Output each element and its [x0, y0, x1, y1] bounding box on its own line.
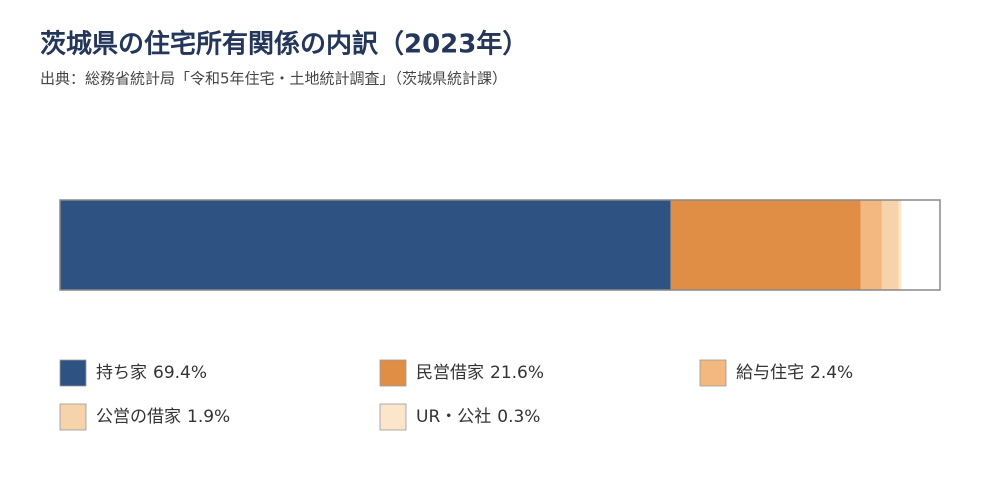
legend-label: UR・公社 0.3%: [416, 407, 540, 427]
legend-name: 公営の借家: [96, 407, 181, 427]
legend-value: 0.3%: [497, 407, 540, 427]
bar-segment: [881, 200, 899, 290]
bar-segment: [670, 200, 861, 290]
bar-segment: [860, 200, 882, 290]
legend-value: 69.4%: [153, 363, 207, 383]
legend-name: 給与住宅: [736, 363, 804, 383]
legend-name: 持ち家: [96, 363, 147, 383]
legend-value: 1.9%: [187, 407, 230, 427]
legend-label: 給与住宅 2.4%: [736, 363, 853, 383]
legend-swatch: [379, 403, 407, 431]
legend-name: 民営借家: [416, 363, 484, 383]
bar-segment: [60, 200, 671, 290]
legend-value: 21.6%: [490, 363, 544, 383]
legend-label: 公営の借家 1.9%: [96, 407, 230, 427]
legend-name: UR・公社: [416, 407, 491, 427]
legend-label: 民営借家 21.6%: [416, 363, 544, 383]
legend-swatch: [59, 359, 87, 387]
legend-value: 2.4%: [810, 363, 853, 383]
chart-title: 茨城県の住宅所有関係の内訳（2023年）: [40, 29, 528, 60]
legend-swatch: [379, 359, 407, 387]
chart-subtitle: 出典：総務省統計局「令和5年住宅・土地統計調査」（茨城県統計課）: [40, 70, 507, 88]
legend-swatch: [699, 359, 727, 387]
legend-swatch: [59, 403, 87, 431]
legend-label: 持ち家 69.4%: [96, 363, 207, 383]
bar-segment: [898, 200, 902, 290]
bar-frame: [59, 199, 941, 291]
